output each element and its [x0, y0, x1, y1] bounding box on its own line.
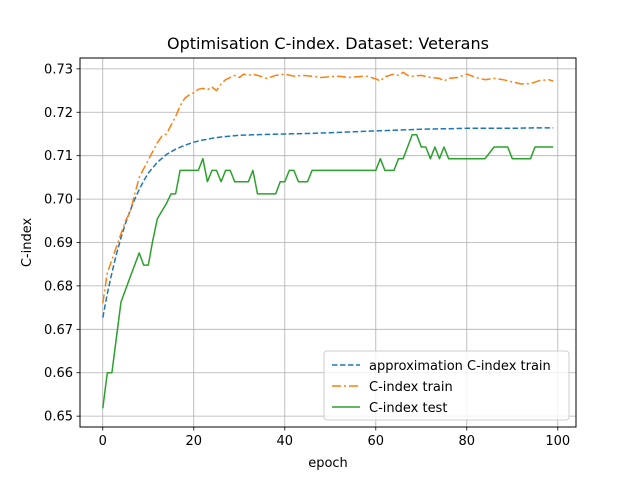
x-tick-label: 100: [545, 434, 570, 449]
chart-title: Optimisation C-index. Dataset: Veterans: [167, 34, 489, 53]
y-tick-label: 0.67: [44, 323, 73, 338]
y-axis-label: C-index: [20, 218, 35, 268]
x-tick-label: 60: [368, 434, 385, 449]
legend-box: [323, 350, 570, 421]
series-layer: [102, 71, 554, 409]
ticks: 0 20 40 60 80 100 0.65 0.66 0.67 0.68 0.69 0.70 0.71…: [44, 62, 570, 449]
x-axis-label: epoch: [308, 456, 348, 471]
legend: approximation C-index train C-index train…: [323, 350, 570, 421]
y-tick-label: 0.73: [44, 62, 73, 77]
y-tick-label: 0.70: [44, 193, 73, 208]
y-tick-label: 0.71: [44, 149, 73, 164]
x-tick-label: 40: [276, 434, 293, 449]
y-tick-label: 0.68: [44, 279, 73, 294]
series-line-3: [102, 134, 554, 409]
y-tick-label: 0.72: [44, 106, 73, 121]
x-tick-label: 80: [459, 434, 476, 449]
grid: [80, 58, 576, 427]
x-tick-label: 0: [99, 434, 107, 449]
legend-label-3: C-index test: [369, 401, 447, 416]
y-tick-label: 0.69: [44, 236, 73, 251]
legend-label-1: approximation C-index train: [369, 359, 551, 374]
y-tick-label: 0.66: [44, 366, 73, 381]
y-tick-label: 0.65: [44, 410, 73, 425]
x-tick-label: 20: [185, 434, 202, 449]
series-line-2: [102, 71, 554, 304]
legend-label-2: C-index train: [369, 380, 453, 395]
series-line-1: [102, 127, 554, 318]
